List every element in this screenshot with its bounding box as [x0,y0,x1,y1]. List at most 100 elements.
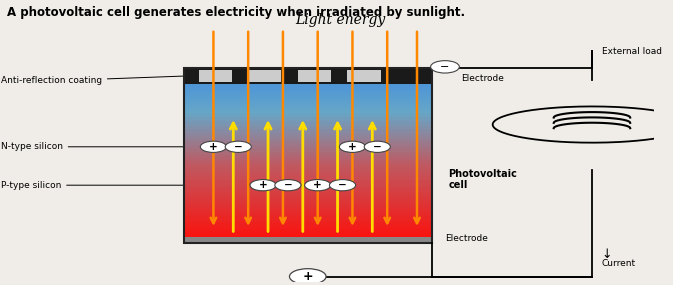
Bar [184,92,432,94]
Bar [184,133,432,135]
Bar [184,101,432,103]
Bar [184,108,432,110]
Bar [248,70,281,82]
Bar [184,136,432,138]
Bar [184,78,432,80]
Bar [184,113,432,115]
Bar [184,70,432,72]
Bar [184,164,432,166]
Bar [184,99,432,101]
Bar [184,98,432,100]
Bar [184,106,432,108]
Text: P-type silicon: P-type silicon [1,181,183,190]
Bar [184,91,432,93]
Bar [184,234,432,236]
Bar [184,96,432,98]
Text: −: − [338,180,347,190]
Text: Electrode: Electrode [445,234,488,243]
Bar [184,188,432,190]
Bar [184,196,432,198]
Bar [184,230,432,232]
Bar [184,148,432,150]
Bar [184,192,432,194]
Bar [184,134,432,136]
Bar [184,211,432,213]
Bar [184,150,432,152]
Bar [184,221,432,224]
Text: −: − [283,180,292,190]
Bar [184,126,432,128]
Bar [184,138,432,140]
Bar [184,75,432,77]
Bar [184,168,432,170]
Bar [184,235,432,238]
Bar [184,115,432,117]
Bar [184,215,432,217]
Bar [184,166,432,168]
Bar [184,197,432,199]
Text: Current: Current [602,259,636,268]
Bar [184,110,432,112]
Bar [184,227,432,229]
Text: +: + [302,270,313,283]
Bar [184,103,432,105]
Circle shape [201,141,227,152]
Bar [184,129,432,131]
Text: N-type silicon: N-type silicon [1,142,183,151]
Bar [184,173,432,175]
Text: −: − [373,142,382,152]
Bar [184,160,432,162]
Bar [184,159,432,161]
Bar [184,140,432,142]
Bar [184,162,432,164]
Bar [184,201,432,203]
Bar [184,68,432,243]
Bar [184,80,432,82]
Bar [184,220,432,222]
Circle shape [275,180,301,191]
Bar [184,223,432,225]
Bar [184,176,432,178]
Text: +: + [314,180,322,190]
Bar [184,122,432,124]
Bar [184,124,432,126]
Text: −: − [234,142,243,152]
Circle shape [250,180,276,191]
Circle shape [431,61,460,73]
Bar [184,152,432,154]
Bar [184,77,432,79]
Bar [184,216,432,218]
Bar [184,72,432,74]
Bar [184,190,432,192]
Bar [184,182,432,184]
Bar [184,145,432,147]
Bar [184,94,432,96]
Bar [184,232,432,234]
Bar [184,86,432,87]
Bar [184,237,432,239]
Bar [184,157,432,159]
Bar [184,174,432,176]
Text: Light energy: Light energy [295,13,386,27]
Bar [184,89,432,91]
Bar [184,141,432,143]
Bar [184,171,432,173]
Bar [184,209,432,211]
Circle shape [289,269,326,284]
Text: −: − [440,62,450,72]
Bar [184,194,432,196]
Bar [184,131,432,133]
Bar [184,239,432,241]
Bar [184,202,432,204]
Text: +: + [209,142,218,152]
Circle shape [305,180,330,191]
Circle shape [364,141,390,152]
Bar [184,183,432,185]
Bar [184,185,432,187]
Text: +: + [258,180,267,190]
Circle shape [225,141,251,152]
Bar [184,237,432,243]
Bar [184,206,432,208]
Bar [184,105,432,107]
Bar [184,127,432,129]
